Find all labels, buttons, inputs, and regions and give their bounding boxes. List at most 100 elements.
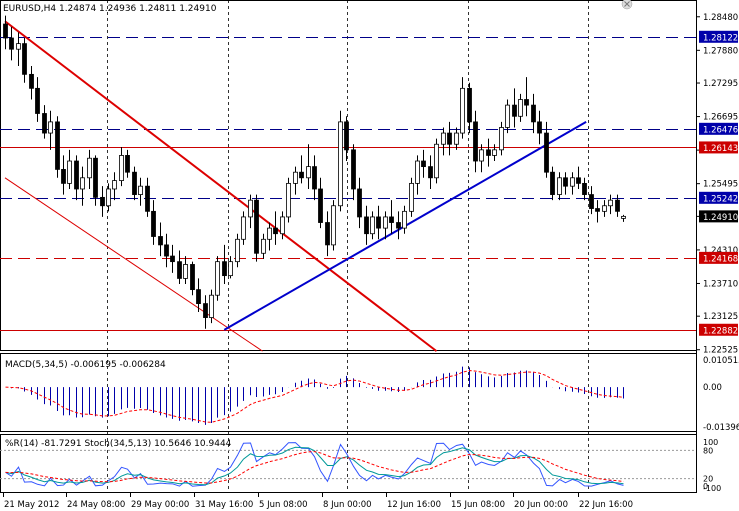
candle-body	[563, 177, 568, 187]
candle-body	[544, 132, 549, 173]
candle-body	[428, 166, 433, 179]
candle-body	[415, 160, 420, 184]
oscillator-tick-label: 20	[703, 475, 713, 484]
candle-body	[589, 194, 594, 209]
close-icon[interactable]	[621, 0, 633, 10]
candle-body	[537, 121, 542, 134]
candle-body	[170, 255, 175, 263]
time-tick-label: 20 Jun 00:00	[514, 500, 568, 510]
macd-indicator: 0.010515 0.00 -0.01396	[5, 356, 739, 433]
chart-title: EURUSD,H4 1.24874 1.24936 1.24811 1.2491…	[3, 4, 217, 14]
price-tick-label: 1.23710	[703, 279, 738, 289]
price-tick-label: 1.24310	[703, 246, 738, 256]
candle-body	[615, 199, 620, 212]
stoch-signal-line	[5, 451, 624, 484]
candle-body	[55, 121, 60, 170]
candle-body	[280, 216, 285, 235]
candle-body	[595, 208, 600, 212]
candle-body	[467, 87, 472, 123]
candle-body	[421, 160, 426, 168]
candle-body	[119, 155, 124, 181]
oscillator-tick-label: 80	[703, 446, 713, 455]
candle-body	[370, 216, 375, 235]
time-tick-label: 12 Jun 16:00	[387, 500, 441, 510]
price-badge	[699, 191, 738, 204]
price-badge	[699, 323, 738, 336]
candles	[3, 15, 626, 329]
red-downtrend	[4, 20, 438, 352]
candle-body	[273, 227, 278, 235]
candle-body	[312, 166, 317, 190]
price-badge-label: 1.26143	[703, 144, 738, 154]
candle-body	[241, 216, 246, 240]
time-axis: 21 May 2012 24 May 08:00 29 May 00:00 31 Ma…	[3, 493, 633, 510]
price-tick-label: 1.27880	[703, 46, 738, 56]
candle-body	[74, 160, 79, 190]
candle-body	[331, 205, 336, 246]
candle-body	[318, 188, 323, 223]
candle-body	[35, 87, 40, 114]
candle-body	[190, 264, 195, 291]
candle-body	[215, 261, 220, 296]
candle-body	[248, 199, 253, 218]
candle-body	[447, 132, 452, 145]
candle-body	[145, 185, 150, 212]
candle-body	[376, 216, 381, 229]
candle-body	[479, 149, 484, 162]
candle-body	[325, 222, 330, 246]
macd-signal-line	[5, 370, 624, 423]
candle-body	[389, 216, 394, 223]
macd-tick-label: 0.00	[703, 383, 722, 393]
candle-body	[29, 73, 34, 89]
stoch-main-line	[5, 446, 624, 486]
candle-body	[293, 171, 298, 184]
price-badge	[699, 141, 738, 154]
candle-body	[22, 43, 27, 75]
time-tick-label: 22 Jun 16:00	[579, 500, 633, 510]
oscillator-tick-label: 100	[703, 438, 718, 447]
macd-label: MACD(5,34,5) -0.006195 -0.006284	[5, 360, 166, 370]
red-channel-lower	[4, 177, 263, 352]
macd-tick-label: 0.010515	[703, 356, 739, 366]
candle-body	[570, 177, 575, 187]
candle-body	[164, 244, 169, 257]
candle-body	[48, 121, 53, 134]
williams-r-line	[5, 442, 624, 487]
time-tick-label: 31 May 16:00	[195, 500, 253, 510]
candle-body	[42, 113, 47, 134]
time-tick-label: 21 May 2012	[4, 500, 59, 510]
price-badge	[699, 122, 738, 135]
time-tick-label: 29 May 00:00	[131, 500, 189, 510]
candle-body	[364, 216, 369, 235]
candle-body	[473, 121, 478, 162]
candle-body	[132, 171, 137, 195]
candle-body	[409, 182, 414, 212]
candle-body	[106, 188, 111, 207]
oscillator-label: %R(14) -81.7291 Stoch(34,5,13) 10.5646 1…	[5, 439, 232, 449]
price-badge-label: 1.22882	[703, 326, 738, 336]
candle-body	[93, 157, 98, 198]
price-axis: 1.284801.278801.272951.266951.260951.254…	[696, 13, 738, 356]
candle-body	[557, 177, 562, 195]
price-badge-label: 1.26476	[703, 125, 738, 135]
time-tick-label: 24 May 08:00	[67, 500, 125, 510]
candle-body	[209, 294, 214, 318]
candle-body	[87, 157, 92, 179]
candle-body	[151, 210, 156, 237]
oscillator-tick-label: -100	[703, 484, 721, 493]
horizontal-levels	[0, 37, 696, 331]
candle-body	[499, 127, 504, 151]
candle-body	[80, 177, 85, 190]
candle-body	[441, 132, 446, 145]
candle-body	[357, 188, 362, 218]
candle-body	[351, 149, 356, 190]
candle-body	[125, 155, 130, 173]
candle-body	[512, 104, 517, 117]
candle-body	[550, 171, 555, 195]
price-tick-label: 1.28480	[703, 13, 738, 23]
candle-body	[228, 261, 233, 277]
candle-body	[518, 99, 523, 117]
price-badge-label: 1.25242	[703, 194, 738, 204]
